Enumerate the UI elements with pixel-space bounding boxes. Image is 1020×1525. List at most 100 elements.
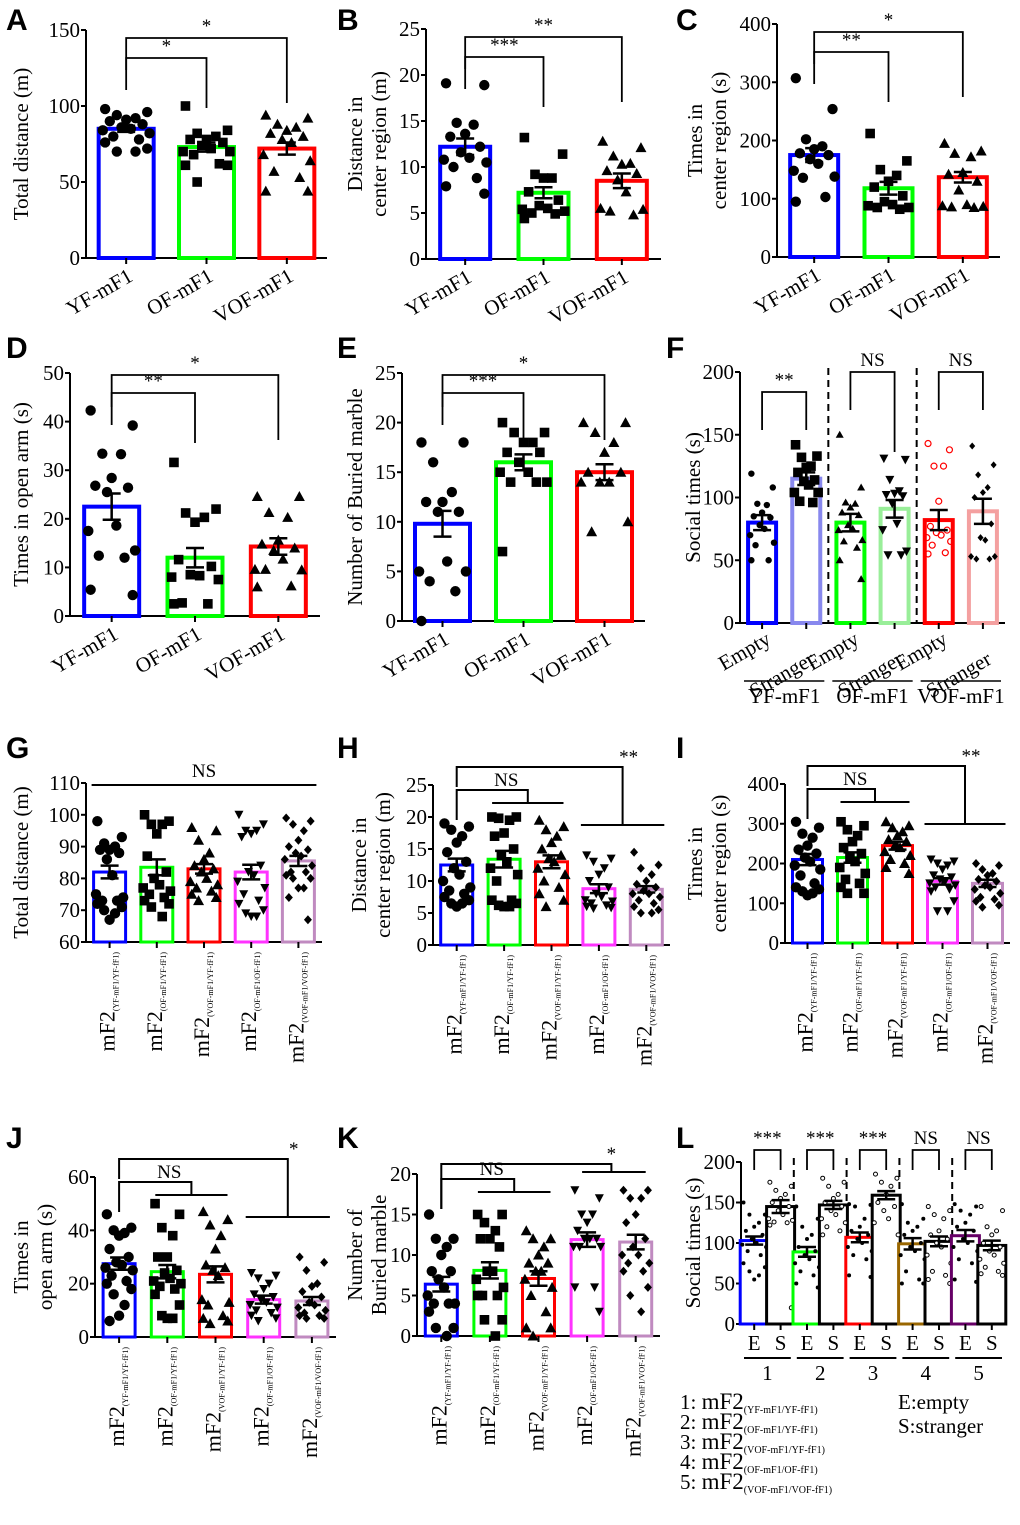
data-point xyxy=(157,1222,167,1233)
data-point xyxy=(113,1310,125,1321)
y-tick-label: 20 xyxy=(399,63,420,87)
y-tick-label: 20 xyxy=(375,411,396,435)
data-point xyxy=(790,196,802,207)
data-point xyxy=(937,531,945,539)
significance-label: NS xyxy=(192,761,216,782)
data-point xyxy=(184,876,196,887)
x-tick-label: Empty xyxy=(891,626,952,675)
data-point xyxy=(881,1208,887,1214)
data-point xyxy=(994,1228,1000,1234)
data-point xyxy=(558,821,570,832)
data-point xyxy=(104,844,115,855)
data-point xyxy=(626,1291,635,1300)
data-point xyxy=(249,563,261,574)
data-point xyxy=(895,1232,901,1238)
data-point xyxy=(836,882,846,893)
data-point xyxy=(752,541,759,549)
data-point xyxy=(271,1314,281,1323)
data-point xyxy=(129,545,141,556)
data-point xyxy=(763,501,771,509)
data-point xyxy=(113,847,125,859)
data-point xyxy=(164,899,174,909)
significance-bracket xyxy=(455,789,529,820)
data-point xyxy=(649,898,658,908)
data-point xyxy=(986,555,993,563)
data-point xyxy=(655,892,664,902)
data-point xyxy=(606,903,616,913)
legend-num: 4: xyxy=(680,1450,702,1474)
data-point xyxy=(192,128,202,139)
data-point xyxy=(169,1284,180,1294)
significance-bracket xyxy=(440,1178,516,1209)
data-point xyxy=(523,1257,535,1268)
x-tick-label-sub: (OF-mF1/OF-fF1) xyxy=(589,1346,598,1405)
data-point xyxy=(989,1232,995,1238)
x-tick-label: VOF-mF1 xyxy=(527,627,615,692)
data-point xyxy=(569,1242,578,1252)
x-tick-label: mF2(OF-mF1/OF-fF1) xyxy=(928,953,954,1053)
data-point xyxy=(550,209,560,219)
data-point xyxy=(845,852,855,863)
data-point xyxy=(222,160,233,171)
data-point xyxy=(162,1252,173,1262)
data-point xyxy=(542,203,553,214)
data-point xyxy=(298,1287,307,1297)
data-point xyxy=(978,864,987,874)
y-axis-label: Total distance (m) xyxy=(9,786,33,938)
data-point xyxy=(253,1274,263,1283)
data-point xyxy=(654,905,663,915)
data-point xyxy=(514,457,524,468)
data-point xyxy=(436,1249,447,1261)
data-point xyxy=(789,860,800,871)
data-point xyxy=(924,550,932,558)
data-point xyxy=(530,169,540,180)
data-point xyxy=(188,860,200,871)
data-point xyxy=(528,437,538,448)
legend-key: E:empty xyxy=(898,1390,970,1414)
x-tick-label: VOF-mF1 xyxy=(201,622,289,687)
y-tick-label: 50 xyxy=(713,548,734,572)
data-point xyxy=(222,1214,234,1225)
data-point xyxy=(754,500,761,507)
data-point xyxy=(176,1278,186,1289)
data-point xyxy=(823,149,834,161)
data-point xyxy=(536,843,548,854)
data-point xyxy=(884,854,896,865)
data-point xyxy=(829,171,840,182)
data-point xyxy=(148,1276,159,1286)
bar xyxy=(257,146,317,260)
y-tick-label: 40 xyxy=(68,1218,89,1242)
data-point xyxy=(260,109,272,120)
data-point xyxy=(211,131,221,142)
significance-label: NS xyxy=(949,350,973,371)
data-point xyxy=(915,1224,920,1229)
data-point xyxy=(299,883,308,893)
data-point xyxy=(257,149,269,160)
x-tick-label-main: mF2 xyxy=(838,1012,863,1052)
data-point xyxy=(258,906,268,915)
y-axis-label: Social times (s) xyxy=(681,432,705,563)
data-point xyxy=(111,520,122,531)
data-point xyxy=(582,466,594,477)
y-axis-label: Times in xyxy=(9,1220,33,1294)
data-point xyxy=(847,1273,852,1278)
data-point xyxy=(899,1202,904,1207)
x-tick-label: mF2(OF-mF1/YF-fF1) xyxy=(838,953,864,1053)
data-point xyxy=(630,902,639,912)
data-point xyxy=(204,1219,216,1230)
data-point xyxy=(288,873,297,883)
y-tick-label: 20 xyxy=(68,1272,89,1296)
y-tick-label: 0 xyxy=(79,1325,90,1349)
data-point xyxy=(496,850,507,861)
data-point xyxy=(794,1281,799,1286)
significance-label: *** xyxy=(753,1128,782,1149)
data-point xyxy=(499,828,509,838)
data-point xyxy=(445,131,456,142)
x-tick-label: YF-mF1 xyxy=(48,622,123,679)
legend-item: 5: mF2(VOF-mF1/VOF-fF1) xyxy=(680,1469,832,1496)
data-point xyxy=(952,1202,957,1207)
data-point xyxy=(624,1258,633,1268)
data-point xyxy=(451,837,462,848)
data-point xyxy=(951,1245,956,1250)
data-point xyxy=(853,1204,858,1209)
